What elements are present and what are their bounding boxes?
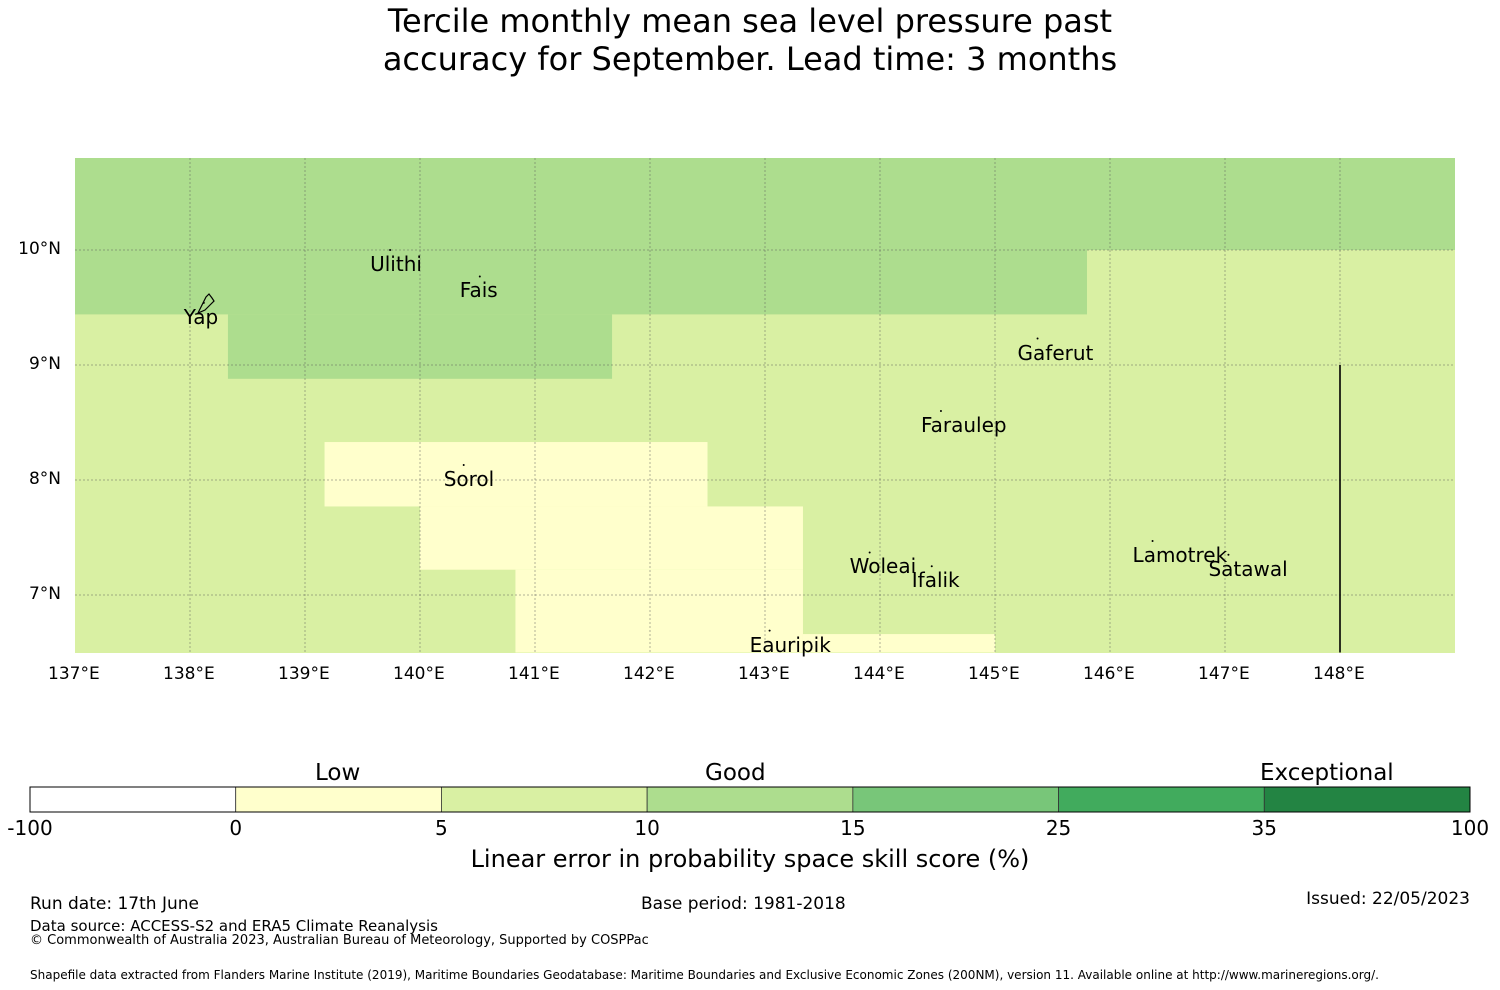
- colorbar-bin: [1263, 786, 1471, 813]
- place-label-sorol: Sorol: [443, 467, 495, 492]
- skill-region-0: [75, 158, 1455, 250]
- place-label-woleai: Woleai: [849, 554, 917, 579]
- colorbar-bin: [441, 786, 648, 813]
- island-gaferut: [1036, 337, 1039, 340]
- title-line-2: accuracy for September. Lead time: 3 mon…: [382, 40, 1118, 78]
- skill-region-7: [802, 634, 995, 653]
- lat-tick-label: 9°N: [28, 354, 61, 374]
- lon-tick-label: 140°E: [393, 664, 445, 684]
- place-label-gaferut: Gaferut: [1017, 340, 1094, 365]
- skill-region-1: [75, 250, 1087, 315]
- colorbar-axis-label: Linear error in probability space skill …: [470, 845, 1030, 873]
- place-label-satawal: Satawal: [1208, 556, 1288, 581]
- colorbar-tick-label: 15: [840, 816, 866, 840]
- colorbar-tick-label: 0: [229, 816, 243, 840]
- lon-tick-label: 148°E: [1313, 664, 1365, 684]
- lon-tick-label: 147°E: [1198, 664, 1250, 684]
- island-eauripik: [768, 629, 771, 632]
- issued-date: Issued: 22/05/2023: [1306, 889, 1470, 909]
- place-label-faraulep: Faraulep: [920, 413, 1007, 437]
- lon-tick-label: 141°E: [508, 664, 560, 684]
- skill-region-5: [515, 569, 803, 653]
- island-lamotrek: [1151, 539, 1154, 542]
- copyright: © Commonwealth of Australia 2023, Austra…: [30, 933, 649, 948]
- lon-tick-label: 137°E: [48, 664, 100, 684]
- place-label-ulithi: Ulithi: [370, 252, 422, 276]
- run-date: Run date: 17th June: [30, 894, 199, 914]
- island-sorol: [462, 464, 465, 467]
- island-satawal: [1227, 553, 1230, 556]
- island-fais: [478, 275, 481, 278]
- yap-island-outline: [196, 293, 215, 315]
- colorbar-tick-label: 35: [1251, 816, 1278, 840]
- island-ifalik: [930, 565, 933, 568]
- colorbar-category-good: Good: [705, 760, 766, 786]
- chart-title: Tercile monthly mean sea level pressure …: [0, 2, 1500, 78]
- shapefile-credit: Shapefile data extracted from Flanders M…: [30, 968, 1379, 982]
- lon-tick-label: 145°E: [968, 664, 1020, 684]
- skill-region-3: [324, 442, 708, 507]
- colorbar-tick-label: 100: [1450, 816, 1490, 840]
- place-label-fais: Fais: [459, 278, 498, 303]
- colorbar-frame: [29, 786, 1471, 813]
- map-regions: [75, 158, 1455, 653]
- colorbar-tick-label: 5: [435, 816, 448, 840]
- skill-region-4: [420, 506, 708, 570]
- colorbar-bin: [852, 786, 1059, 813]
- island-faraulep: [939, 410, 942, 412]
- colorbar-tick-label: -100: [7, 816, 53, 840]
- lat-tick-label: 7°N: [28, 584, 61, 604]
- colorbar-bin: [1058, 786, 1265, 813]
- colorbar-tick-label: 10: [634, 816, 660, 840]
- colorbar-tick-label: 25: [1045, 816, 1072, 840]
- base-period: Base period: 1981-2018: [641, 894, 846, 914]
- lon-tick-label: 139°E: [278, 664, 330, 684]
- colorbar: [29, 786, 1471, 813]
- island-ulithi: [389, 249, 392, 251]
- data-source: Data source: ACCESS-S2 and ERA5 Climate …: [30, 917, 438, 935]
- colorbar-bin: [235, 786, 442, 813]
- lat-tick-label: 10°N: [18, 239, 61, 259]
- lon-tick-label: 144°E: [853, 664, 905, 684]
- lon-tick-label: 138°E: [163, 664, 215, 684]
- lon-tick-label: 143°E: [738, 664, 790, 684]
- colorbar-category-exceptional: Exceptional: [1260, 760, 1394, 786]
- map-gridlines: [75, 158, 1455, 653]
- colorbar-bin: [29, 786, 237, 813]
- island-woleai: [868, 551, 871, 554]
- skill-region-6: [707, 506, 803, 570]
- lat-tick-label: 8°N: [28, 469, 61, 489]
- place-label-eauripik: Eauripik: [749, 632, 831, 657]
- place-label-ifalik: Ifalik: [911, 568, 960, 593]
- lon-tick-label: 142°E: [623, 664, 675, 684]
- skill-region-2: [227, 314, 613, 379]
- place-label-lamotrek: Lamotrek: [1132, 542, 1228, 567]
- lon-tick-label: 146°E: [1083, 664, 1135, 684]
- colorbar-bin: [646, 786, 854, 813]
- place-label-yap: Yap: [183, 304, 219, 329]
- title-line-1: Tercile monthly mean sea level pressure …: [387, 2, 1113, 40]
- colorbar-category-low: Low: [315, 760, 361, 786]
- island-markers: [196, 249, 1230, 632]
